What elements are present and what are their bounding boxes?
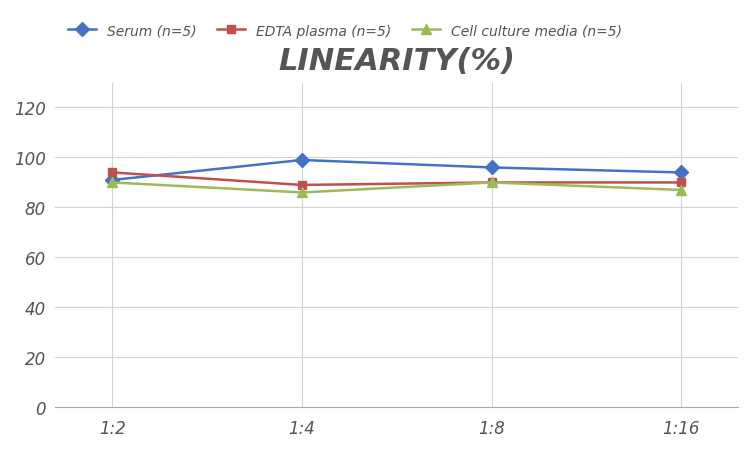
- Serum (n=5): [677, 170, 686, 176]
- Line: Serum (n=5): Serum (n=5): [108, 156, 686, 185]
- EDTA plasma (n=5): [487, 180, 496, 186]
- Serum (n=5): [487, 166, 496, 171]
- EDTA plasma (n=5): [677, 180, 686, 186]
- Cell culture media (n=5): [487, 180, 496, 186]
- Cell culture media (n=5): [298, 190, 307, 196]
- Cell culture media (n=5): [108, 180, 117, 186]
- Line: EDTA plasma (n=5): EDTA plasma (n=5): [108, 169, 685, 190]
- EDTA plasma (n=5): [108, 170, 117, 176]
- Title: LINEARITY(%): LINEARITY(%): [278, 46, 515, 75]
- Line: Cell culture media (n=5): Cell culture media (n=5): [108, 178, 686, 198]
- Serum (n=5): [108, 178, 117, 183]
- Serum (n=5): [298, 158, 307, 163]
- EDTA plasma (n=5): [298, 183, 307, 188]
- Cell culture media (n=5): [677, 188, 686, 193]
- Legend: Serum (n=5), EDTA plasma (n=5), Cell culture media (n=5): Serum (n=5), EDTA plasma (n=5), Cell cul…: [62, 19, 628, 44]
